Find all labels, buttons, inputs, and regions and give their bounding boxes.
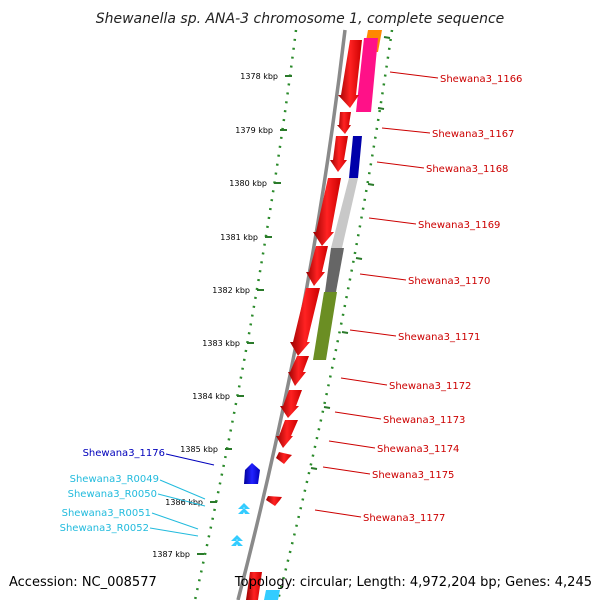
gene-leader-line	[389, 71, 439, 79]
gene-leader-line	[159, 479, 206, 500]
gene-label[interactable]: Shewana3_1166	[440, 74, 522, 85]
scale-track	[193, 29, 298, 600]
cds-1172[interactable]	[288, 356, 309, 386]
tick-label: 1378 kbp	[240, 72, 278, 81]
rna-r0052[interactable]	[231, 540, 243, 546]
summary-text: Topology: circular; Length: 4,972,204 bp…	[234, 575, 592, 590]
tick-label: 1384 kbp	[192, 392, 230, 401]
cds-1177[interactable]	[266, 496, 282, 506]
gene-leader-line	[376, 161, 425, 169]
gene-label[interactable]: Shewana3_R0051	[62, 508, 151, 519]
cds-1170[interactable]	[306, 246, 328, 286]
gene-leader-line	[328, 440, 376, 449]
gene-leader-line	[349, 329, 397, 337]
gene-label[interactable]: Shewana3_1171	[398, 332, 480, 343]
cds-1171[interactable]	[290, 288, 320, 356]
gene-leader-line	[381, 127, 431, 134]
forward-cds-track	[246, 40, 362, 600]
gene-leader-line	[340, 377, 388, 386]
gene-label[interactable]: Shewana3_1176	[83, 448, 165, 459]
gene-leader-line	[165, 453, 215, 466]
gene-leader-line	[149, 527, 199, 537]
gene-label[interactable]: Shewana3_1170	[408, 276, 490, 287]
gene-label[interactable]: Shewana3_1167	[432, 129, 514, 140]
gene-label[interactable]: Shewana3_1175	[372, 470, 454, 481]
gene-leader-line	[151, 512, 199, 530]
cds-1175[interactable]	[276, 452, 292, 464]
gene-leader-line	[157, 493, 206, 507]
rna-next[interactable]	[264, 590, 280, 600]
tick-label: 1386 kbp	[165, 498, 203, 507]
gene-label[interactable]: Shewana3_1173	[383, 415, 465, 426]
gene-leader-line	[359, 273, 407, 281]
tick-label: 1381 kbp	[220, 233, 258, 242]
map-title: Shewanella sp. ANA-3 chromosome 1, compl…	[96, 11, 505, 27]
tick-label: 1379 kbp	[235, 126, 273, 135]
rna-r0051[interactable]	[231, 535, 243, 541]
gene-leader-line	[314, 509, 362, 518]
cds-1168[interactable]	[330, 136, 348, 172]
rna-r0049[interactable]	[238, 503, 250, 509]
rna-r0050[interactable]	[238, 508, 250, 514]
tick-label: 1383 kbp	[202, 339, 240, 348]
gene-label[interactable]: Shewana3_R0050	[68, 489, 157, 500]
gene-label[interactable]: Shewana3_1172	[389, 381, 471, 392]
cds-1176[interactable]	[244, 463, 260, 484]
gene-labels: Shewana3_1166 Shewana3_1167 Shewana3_1168 S…	[60, 71, 522, 537]
cds-1166[interactable]	[338, 40, 362, 108]
gc-skew-track	[276, 29, 394, 600]
cog-strip	[313, 30, 382, 360]
cds-1169[interactable]	[313, 178, 341, 246]
gene-label[interactable]: Shewana3_1168	[426, 164, 508, 175]
cds-1173[interactable]	[280, 390, 302, 418]
gene-leader-line	[334, 411, 382, 420]
gene-label[interactable]: Shewana3_R0052	[60, 523, 149, 534]
gene-leader-line	[368, 217, 417, 225]
cds-1167[interactable]	[337, 112, 351, 134]
gene-label[interactable]: Shewana3_R0049	[70, 474, 159, 485]
cds-next[interactable]	[246, 572, 262, 600]
tick-label: 1385 kbp	[180, 445, 218, 454]
gene-label[interactable]: Shewana3_1174	[377, 444, 459, 455]
gene-leader-line	[322, 466, 371, 475]
tick-label: 1387 kbp	[152, 550, 190, 559]
cds-1174[interactable]	[276, 420, 298, 448]
tick-label: 1382 kbp	[212, 286, 250, 295]
gc-marks	[310, 36, 391, 470]
rna-track	[231, 503, 280, 600]
gene-label[interactable]: Shewana3_1169	[418, 220, 500, 231]
gene-label[interactable]: Shewana3_1177	[363, 513, 445, 524]
tick-label: 1380 kbp	[229, 179, 267, 188]
scale-ticks: 1378 kbp 1379 kbp 1380 kbp 1381 kbp 1382 kbp…	[152, 72, 292, 559]
accession-text: Accession: NC_008577	[9, 575, 157, 590]
